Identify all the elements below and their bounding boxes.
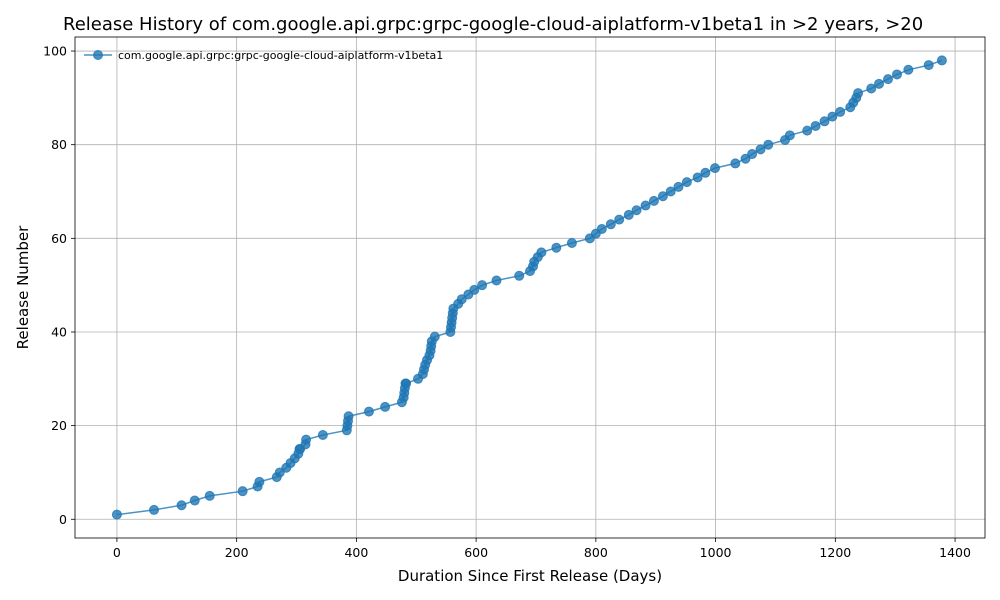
data-point (176, 500, 187, 511)
data-point (317, 429, 328, 440)
data-point (700, 167, 711, 178)
data-point (605, 219, 616, 230)
data-point (665, 186, 676, 197)
data-point (566, 238, 577, 249)
y-tick-label: 40 (51, 324, 67, 339)
data-point (536, 247, 547, 258)
data-point (923, 60, 934, 71)
data-point (730, 158, 741, 169)
data-point (343, 411, 354, 422)
data-point (692, 172, 703, 183)
data-point (551, 242, 562, 253)
x-tick-label: 200 (225, 545, 249, 560)
y-tick-label: 60 (51, 231, 67, 246)
data-point (853, 88, 864, 99)
chart-title: Release History of com.google.api.grpc:g… (63, 14, 923, 35)
data-point (747, 149, 758, 160)
data-point (819, 116, 830, 127)
legend-entry-label: com.google.api.grpc:grpc-google-cloud-ai… (118, 49, 443, 62)
data-point (903, 64, 914, 75)
data-point (469, 284, 480, 295)
data-point (673, 181, 684, 192)
x-tick-label: 0 (113, 545, 121, 560)
y-axis-label: Release Number (14, 225, 32, 349)
data-point (709, 163, 720, 174)
data-point (204, 490, 215, 501)
plot-frame (74, 36, 986, 539)
data-point (631, 205, 642, 216)
x-tick-label: 1400 (939, 545, 971, 560)
data-point (648, 195, 659, 206)
data-point (623, 209, 634, 220)
data-point (784, 130, 795, 141)
data-point (802, 125, 813, 136)
x-tick-label: 600 (464, 545, 488, 560)
data-point (429, 331, 440, 342)
data-point (301, 434, 312, 445)
data-point (891, 69, 902, 80)
x-tick-label: 800 (584, 545, 608, 560)
data-point (827, 111, 838, 122)
data-point (477, 280, 488, 291)
x-tick-label: 1200 (819, 545, 851, 560)
data-point (111, 509, 122, 520)
data-point (866, 83, 877, 94)
data-point (363, 406, 374, 417)
x-axis-label: Duration Since First Release (Days) (398, 567, 662, 585)
data-point (254, 476, 265, 487)
data-point (883, 74, 894, 85)
data-point (491, 275, 502, 286)
series-layer (111, 55, 947, 520)
data-point (681, 177, 692, 188)
data-point (149, 504, 160, 515)
data-point (835, 106, 846, 117)
y-tick-label: 100 (43, 44, 67, 59)
data-point (380, 401, 391, 412)
data-point (936, 55, 947, 66)
x-tick-label: 400 (344, 545, 368, 560)
axis-ticks: 0 200 400 600 800 1000 1200 1400 0 20 40 60 80 100 (43, 44, 971, 560)
data-point (640, 200, 651, 211)
data-point (763, 139, 774, 150)
y-tick-label: 0 (59, 512, 67, 527)
grid-lines (75, 37, 985, 538)
data-point (596, 223, 607, 234)
data-point (189, 495, 200, 506)
x-tick-label: 1000 (700, 545, 732, 560)
data-point (514, 270, 525, 281)
data-point (755, 144, 766, 155)
legend-marker-swatch (93, 50, 103, 60)
data-point (401, 378, 412, 389)
y-tick-label: 80 (51, 137, 67, 152)
y-tick-label: 20 (51, 418, 67, 433)
data-point (874, 78, 885, 89)
legend: com.google.api.grpc:grpc-google-cloud-ai… (84, 49, 443, 62)
data-point (810, 120, 821, 131)
data-point (237, 486, 248, 497)
data-point (657, 191, 668, 202)
data-point (614, 214, 625, 225)
